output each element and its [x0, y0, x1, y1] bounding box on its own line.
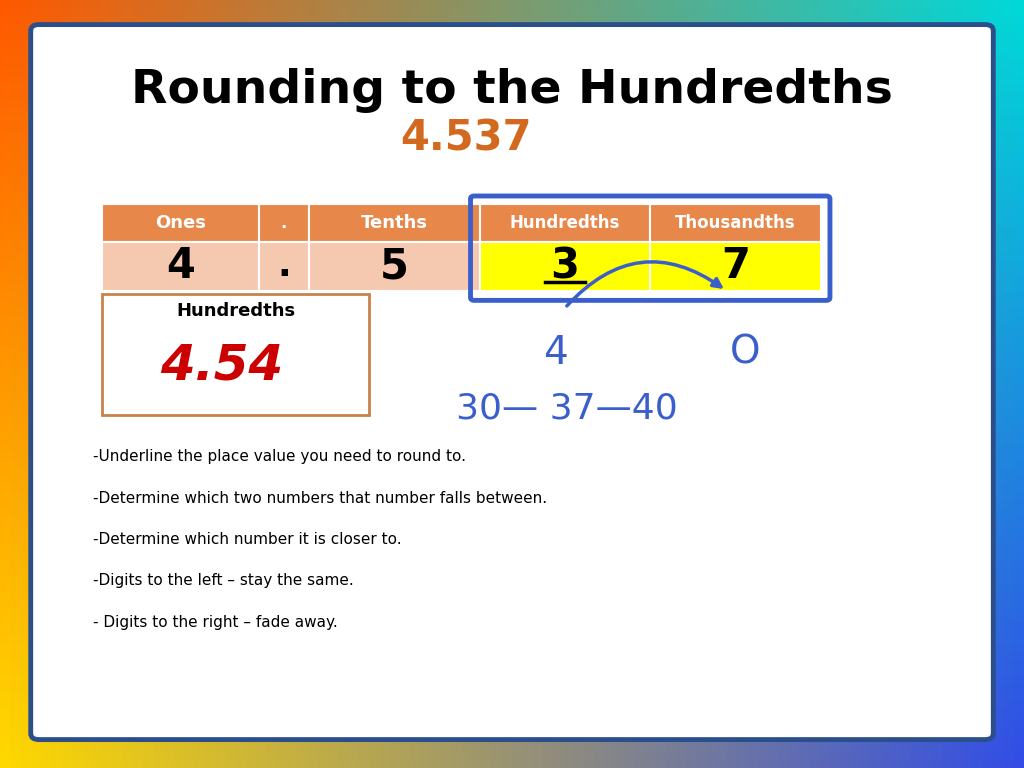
Text: Hundredths: Hundredths: [510, 214, 621, 232]
Text: 3: 3: [551, 246, 580, 287]
Bar: [258, 204, 309, 243]
Text: -Underline the place value you need to round to.: -Underline the place value you need to r…: [93, 449, 466, 464]
Bar: [102, 204, 259, 243]
Bar: [309, 204, 479, 243]
Bar: [480, 243, 650, 291]
Text: O: O: [729, 334, 760, 372]
Text: -Determine which number it is closer to.: -Determine which number it is closer to.: [93, 532, 401, 547]
Text: - Digits to the right – fade away.: - Digits to the right – fade away.: [93, 615, 338, 630]
Text: Hundredths: Hundredths: [176, 303, 295, 320]
Text: Rounding to the Hundredths: Rounding to the Hundredths: [131, 68, 893, 113]
Bar: [258, 243, 309, 291]
Text: 7: 7: [721, 246, 750, 287]
Bar: [650, 204, 821, 243]
Text: 30— 37—40: 30— 37—40: [457, 391, 678, 425]
Text: -Determine which two numbers that number falls between.: -Determine which two numbers that number…: [93, 491, 547, 505]
Bar: [102, 294, 370, 415]
Text: 5: 5: [380, 246, 409, 287]
Text: Thousandths: Thousandths: [675, 214, 796, 232]
Text: Tenths: Tenths: [361, 214, 428, 232]
Bar: [650, 243, 821, 291]
Bar: [309, 243, 479, 291]
Text: Ones: Ones: [155, 214, 206, 232]
Text: 4.54: 4.54: [160, 341, 284, 389]
Bar: [102, 243, 259, 291]
Text: .: .: [281, 214, 287, 232]
Text: .: .: [278, 250, 291, 283]
Text: 4: 4: [166, 246, 195, 287]
Text: 4: 4: [544, 334, 568, 372]
Text: 4.537: 4.537: [400, 118, 531, 160]
Bar: [480, 204, 650, 243]
Text: -Digits to the left – stay the same.: -Digits to the left – stay the same.: [93, 574, 353, 588]
